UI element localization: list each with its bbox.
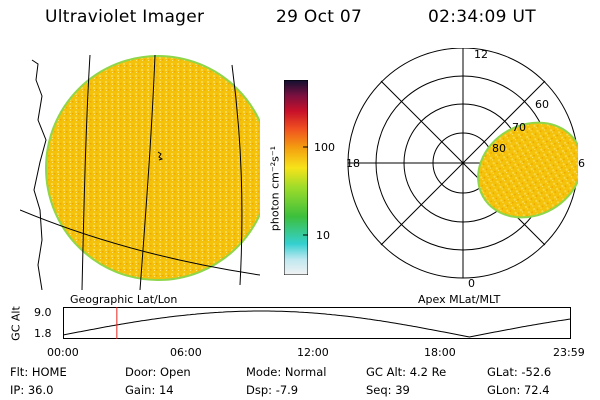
altitude-ymin: 1.8 — [34, 327, 52, 340]
time-tick-0000: 00:00 — [47, 346, 79, 359]
altitude-ymax: 9.0 — [34, 306, 52, 319]
mlt-label-12: 12 — [474, 48, 488, 61]
lat-label-60: 60 — [535, 98, 549, 111]
time-tick-1200: 12:00 — [297, 346, 329, 359]
mlt-label-18: 18 — [346, 157, 360, 170]
gain-status: Gain: 14 — [125, 383, 174, 397]
time-tick-0600: 06:00 — [170, 346, 202, 359]
glat-status: GLat: -52.6 — [487, 365, 552, 379]
geo-emission-disk — [45, 55, 260, 281]
apex-polar-panel — [347, 48, 578, 279]
mlt-label-6: 6 — [578, 157, 585, 170]
colorbar-unit-label: photon cm⁻²s⁻¹ — [268, 145, 282, 232]
geographic-image-panel — [20, 54, 260, 290]
altitude-ylabel: GC Alt — [9, 306, 23, 341]
latitude-line — [20, 209, 260, 276]
lat-label-80: 80 — [492, 142, 506, 155]
meridian-line — [81, 54, 91, 290]
ip-status: IP: 36.0 — [10, 383, 54, 397]
mode-status: Mode: Normal — [246, 365, 327, 379]
flight-status: Flt: HOME — [10, 365, 67, 379]
apex-emission-region — [477, 121, 578, 219]
coastline — [31, 59, 47, 290]
colorbar-tick-10: 10 — [316, 229, 330, 242]
colorbar-tick-100: 100 — [314, 141, 335, 154]
lat-label-70: 70 — [512, 121, 526, 134]
door-status: Door: Open — [125, 365, 191, 379]
time-tick-2359: 23:59 — [553, 346, 585, 359]
glon-status: GLon: 72.4 — [487, 383, 550, 397]
colorbar — [284, 80, 308, 275]
date-display: 29 Oct 07 — [276, 7, 363, 27]
meridian-line — [139, 54, 156, 290]
dsp-status: Dsp: -7.9 — [246, 383, 299, 397]
island — [157, 151, 164, 161]
seq-status: Seq: 39 — [366, 383, 410, 397]
time-tick-1800: 18:00 — [424, 346, 456, 359]
meridian-line — [231, 64, 243, 286]
mlt-label-0: 0 — [468, 277, 475, 290]
apex-panel-label: Apex MLat/MLT — [418, 293, 501, 306]
gc-alt-status: GC Alt: 4.2 Re — [366, 365, 447, 379]
instrument-title: Ultraviolet Imager — [45, 7, 205, 27]
time-display: 02:34:09 UT — [428, 7, 536, 27]
geographic-panel-label: Geographic Lat/Lon — [70, 293, 178, 306]
altitude-plot — [63, 307, 571, 339]
altitude-curve — [63, 310, 571, 338]
